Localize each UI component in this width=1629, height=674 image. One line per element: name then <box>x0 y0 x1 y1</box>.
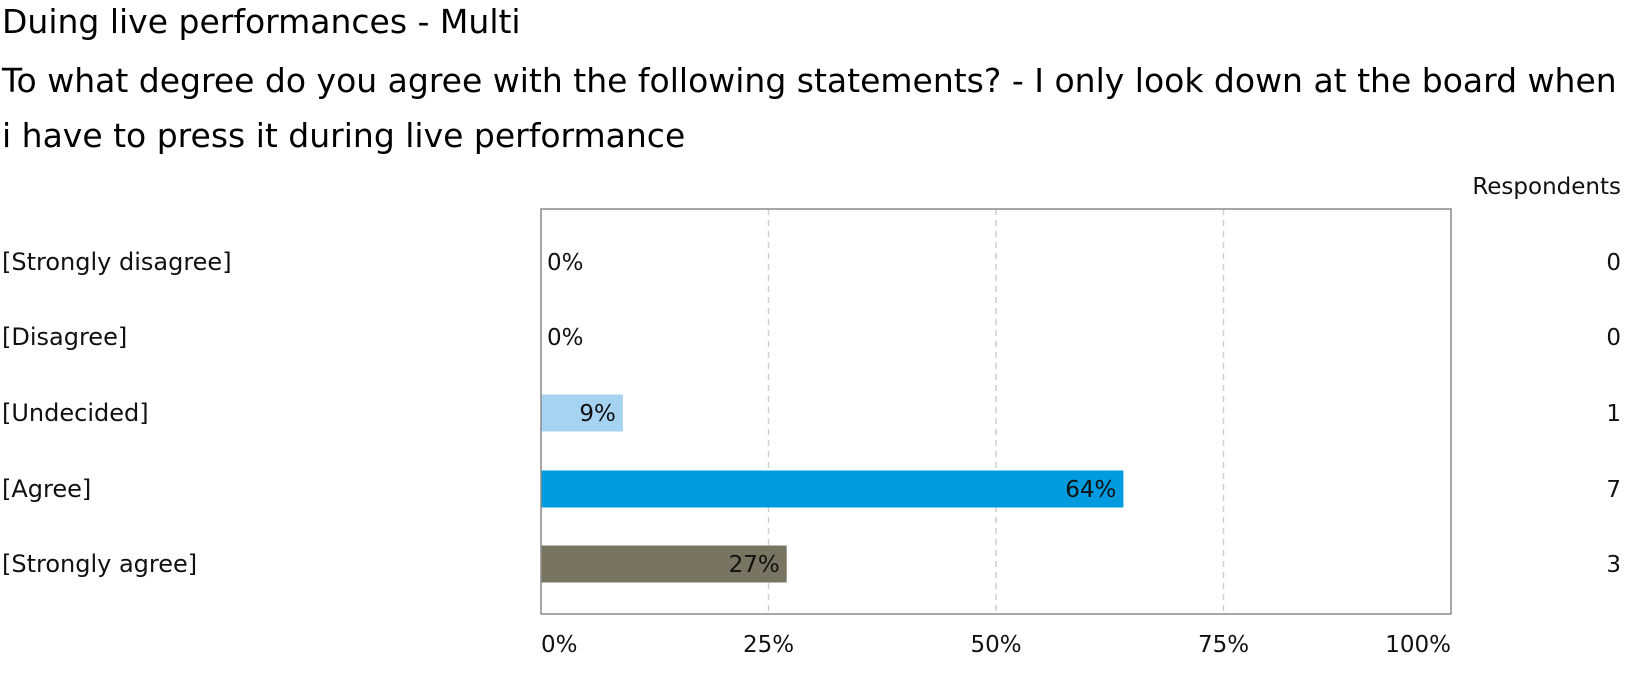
bar-value-label: 64% <box>1065 477 1116 503</box>
respondent-count: 1 <box>1606 401 1621 427</box>
x-tick-label: 25% <box>743 632 794 658</box>
bar-value-label: 27% <box>729 552 780 578</box>
category-label: [Undecided] <box>2 399 149 427</box>
category-label: [Disagree] <box>2 323 127 351</box>
chart-title: Duing live performances - Multi <box>2 2 521 41</box>
category-label: [Agree] <box>2 475 91 503</box>
bar-value-label: 9% <box>579 401 616 427</box>
category-label: [Strongly agree] <box>2 550 197 578</box>
x-tick-label: 50% <box>970 632 1021 658</box>
respondent-count: 0 <box>1606 325 1621 351</box>
chart-question: To what degree do you agree with the fol… <box>2 61 1617 155</box>
x-tick-label: 75% <box>1198 632 1249 658</box>
respondent-count: 3 <box>1606 552 1621 578</box>
bar <box>541 470 1124 508</box>
x-tick-label: 100% <box>1385 632 1451 658</box>
x-tick-label: 0% <box>541 632 578 658</box>
respondents-header: Respondents <box>1472 174 1621 200</box>
bar-value-label: 0% <box>547 250 584 276</box>
bar-value-label: 0% <box>547 325 584 351</box>
category-label: [Strongly disagree] <box>2 248 232 276</box>
respondent-count: 7 <box>1606 477 1621 503</box>
respondent-count: 0 <box>1606 250 1621 276</box>
bar <box>541 394 623 432</box>
plot-frame <box>540 208 1452 615</box>
bar <box>541 545 787 583</box>
